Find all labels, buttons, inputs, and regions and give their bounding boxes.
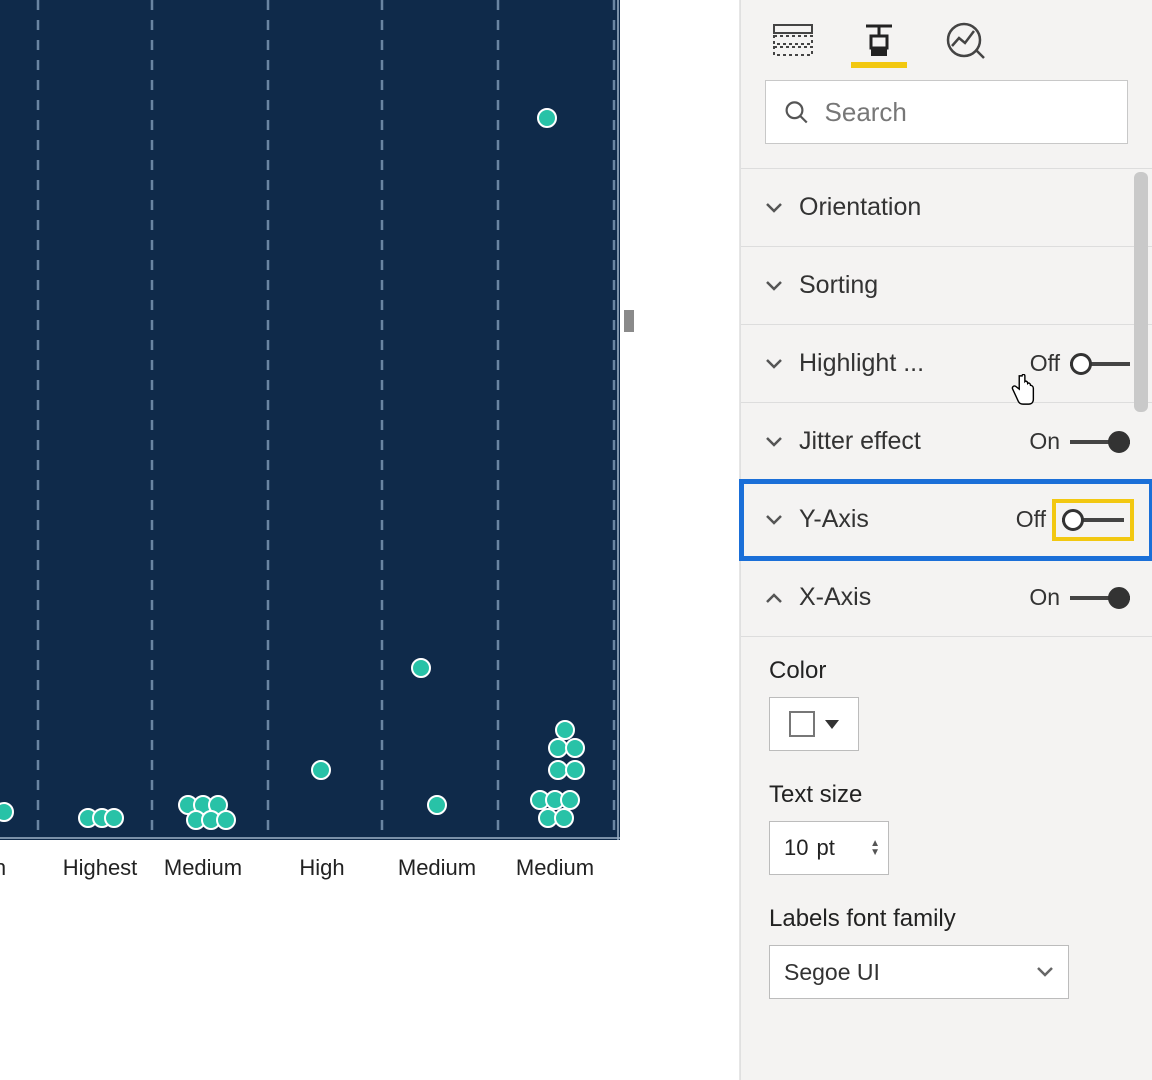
analytics-tab[interactable] xyxy=(941,18,989,62)
chart-scroll-handle[interactable] xyxy=(624,310,634,332)
data-point[interactable] xyxy=(412,659,430,677)
chevron-down-icon xyxy=(759,513,789,527)
toggle-yaxis[interactable] xyxy=(1056,503,1130,537)
xaxis-font-block: Labels font family Segoe UI xyxy=(741,885,1152,1009)
toggle-xaxis[interactable] xyxy=(1070,586,1130,610)
format-sections: OrientationSortingHighlight ...OffJitter… xyxy=(741,168,1152,637)
toggle-highlight[interactable] xyxy=(1070,352,1130,376)
section-label: Sorting xyxy=(799,271,1130,300)
toggle-state-text: On xyxy=(1029,584,1060,611)
panel-tabs xyxy=(741,0,1152,62)
panel-scrollbar[interactable] xyxy=(1134,172,1148,412)
toggle-state-text: Off xyxy=(1016,506,1046,533)
x-axis-label: Medium xyxy=(382,855,492,881)
color-label: Color xyxy=(769,657,1124,685)
section-label: Jitter effect xyxy=(799,427,1029,456)
section-label: X-Axis xyxy=(799,583,1029,612)
section-label: Highlight ... xyxy=(799,349,1030,378)
data-point[interactable] xyxy=(105,809,123,827)
format-panel: OrientationSortingHighlight ...OffJitter… xyxy=(740,0,1152,1080)
toggle-group: On xyxy=(1029,584,1130,611)
toggle-jitter[interactable] xyxy=(1070,430,1130,454)
section-jitter[interactable]: Jitter effectOn xyxy=(741,403,1152,481)
section-yaxis[interactable]: Y-AxisOff xyxy=(741,481,1152,559)
data-point[interactable] xyxy=(0,803,13,821)
pane-divider xyxy=(680,0,740,1080)
data-point[interactable] xyxy=(556,721,574,739)
chevron-down-icon xyxy=(759,201,789,215)
data-point[interactable] xyxy=(561,791,579,809)
chart-canvas[interactable]: hHighestMediumHighMediumMedium xyxy=(0,0,680,890)
text-size-unit: pt xyxy=(816,835,834,861)
data-point[interactable] xyxy=(549,761,567,779)
format-tab[interactable] xyxy=(855,18,903,62)
section-xaxis[interactable]: X-AxisOn xyxy=(741,559,1152,637)
color-picker[interactable] xyxy=(769,697,859,751)
text-size-spinner[interactable]: ▲▼ xyxy=(870,839,880,857)
chevron-down-icon xyxy=(1036,966,1054,978)
section-orientation[interactable]: Orientation xyxy=(741,169,1152,247)
search-icon xyxy=(784,98,809,126)
toggle-state-text: Off xyxy=(1030,350,1060,377)
chart-svg xyxy=(0,0,680,840)
xaxis-color-block: Color xyxy=(741,637,1152,761)
x-axis-label: Highest xyxy=(45,855,155,881)
chart-plot-bg xyxy=(0,0,620,840)
x-axis-label: Medium xyxy=(500,855,610,881)
chevron-down-icon xyxy=(759,435,789,449)
x-axis-label: Medium xyxy=(148,855,258,881)
data-point[interactable] xyxy=(217,811,235,829)
section-sorting[interactable]: Sorting xyxy=(741,247,1152,325)
search-box[interactable] xyxy=(765,80,1128,144)
font-family-select[interactable]: Segoe UI xyxy=(769,945,1069,999)
text-size-value: 10 xyxy=(784,835,808,861)
chevron-up-icon xyxy=(759,591,789,605)
data-point[interactable] xyxy=(538,109,556,127)
search-input[interactable] xyxy=(825,97,1109,128)
toggle-state-text: On xyxy=(1029,428,1060,455)
data-point[interactable] xyxy=(555,809,573,827)
font-family-value: Segoe UI xyxy=(784,959,880,986)
toggle-group: Off xyxy=(1016,503,1130,537)
fields-tab[interactable] xyxy=(769,18,817,62)
data-point[interactable] xyxy=(428,796,446,814)
font-family-label: Labels font family xyxy=(769,905,1124,933)
data-point[interactable] xyxy=(549,739,567,757)
data-point[interactable] xyxy=(566,761,584,779)
data-point[interactable] xyxy=(566,739,584,757)
xaxis-textsize-block: Text size 10 pt ▲▼ xyxy=(741,761,1152,885)
section-highlight[interactable]: Highlight ...Off xyxy=(741,325,1152,403)
text-size-label: Text size xyxy=(769,781,1124,809)
chevron-down-icon xyxy=(825,720,839,729)
data-point[interactable] xyxy=(312,761,330,779)
section-label: Orientation xyxy=(799,193,1130,222)
toggle-group: Off xyxy=(1030,350,1130,377)
chevron-down-icon xyxy=(759,357,789,371)
section-label: Y-Axis xyxy=(799,505,1016,534)
x-axis-label: High xyxy=(267,855,377,881)
toggle-group: On xyxy=(1029,428,1130,455)
chevron-down-icon xyxy=(759,279,789,293)
color-swatch xyxy=(789,711,815,737)
text-size-input[interactable]: 10 pt ▲▼ xyxy=(769,821,889,875)
